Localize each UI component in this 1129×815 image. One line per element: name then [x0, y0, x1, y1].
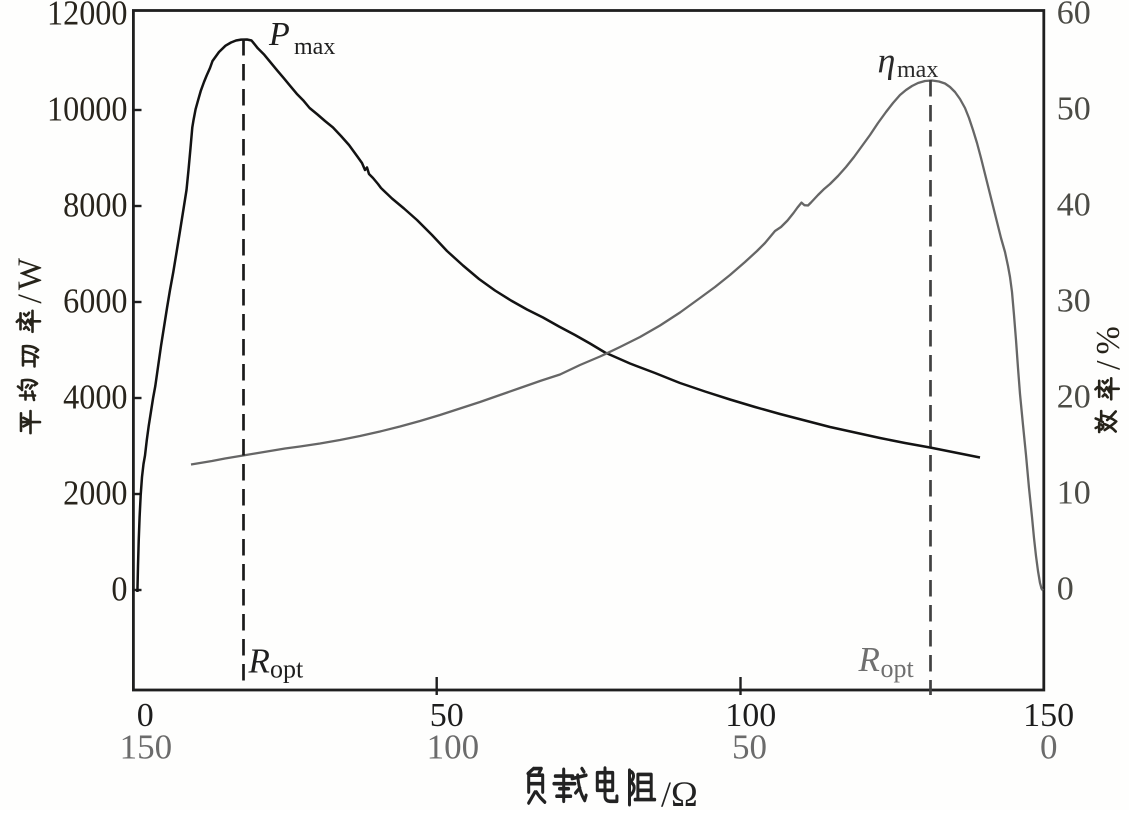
svg-text:30: 30	[1057, 282, 1091, 319]
svg-text:150: 150	[1023, 697, 1074, 734]
svg-text:/%: /%	[1090, 320, 1127, 370]
svg-text:P: P	[268, 16, 290, 53]
svg-text:opt: opt	[270, 655, 304, 684]
svg-text:100: 100	[725, 697, 776, 734]
svg-text:50: 50	[732, 728, 767, 767]
svg-text:2000: 2000	[63, 474, 127, 513]
svg-text:0: 0	[111, 570, 127, 609]
svg-text:6000: 6000	[63, 282, 127, 321]
svg-text:0: 0	[1057, 570, 1074, 607]
svg-text:150: 150	[120, 728, 173, 767]
svg-text:R: R	[858, 640, 880, 679]
svg-text:/Ω: /Ω	[661, 774, 698, 810]
svg-text:50: 50	[1057, 90, 1091, 127]
svg-text:max: max	[294, 34, 335, 60]
svg-text:8000: 8000	[63, 186, 127, 225]
svg-text:60: 60	[1057, 0, 1091, 31]
svg-text:20: 20	[1057, 378, 1091, 415]
svg-text:10000: 10000	[47, 90, 127, 129]
svg-text:40: 40	[1057, 186, 1091, 223]
svg-text:12000: 12000	[47, 0, 127, 33]
svg-text:0: 0	[1040, 728, 1058, 767]
svg-text:max: max	[897, 57, 938, 83]
svg-text:100: 100	[427, 728, 480, 767]
svg-text:4000: 4000	[63, 378, 127, 417]
svg-text:opt: opt	[881, 654, 915, 683]
svg-text:η: η	[878, 41, 896, 81]
svg-text:0: 0	[137, 697, 154, 734]
svg-text:10: 10	[1057, 474, 1091, 511]
svg-text:R: R	[248, 642, 270, 681]
svg-text:50: 50	[430, 697, 464, 734]
svg-text:/W: /W	[12, 254, 49, 304]
